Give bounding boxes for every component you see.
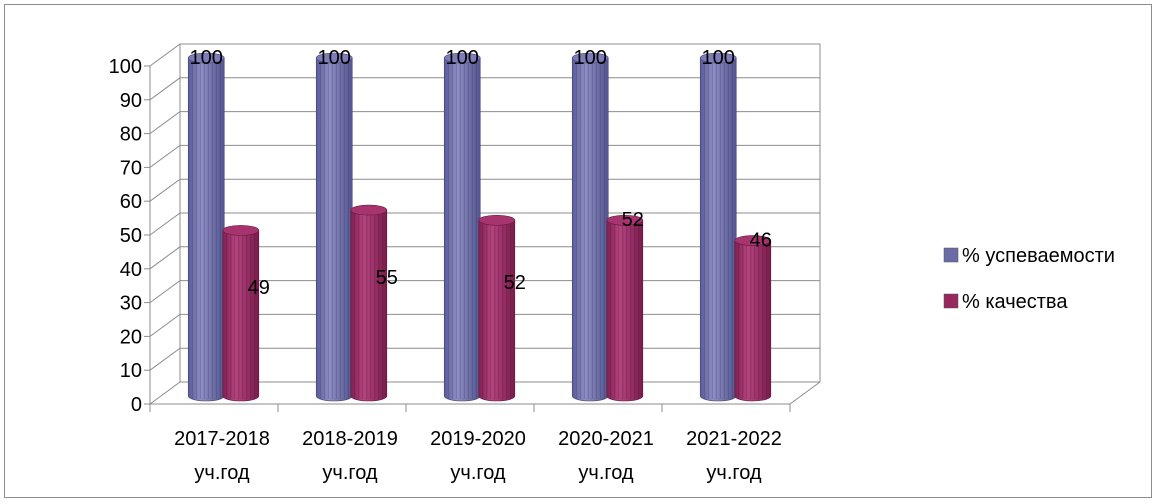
x-tick-label: 2018-2019 [302,428,398,450]
floor-edge [789,381,821,405]
data-label: 100 [446,47,479,69]
bar [478,214,516,402]
bar-top [699,52,737,64]
legend-label: % качества [962,291,1068,313]
bar-top [187,52,225,64]
x-tick-label: уч.год [194,462,250,484]
bar-body [443,57,481,402]
bar-body [699,57,737,402]
x-tick-label: 2020-2021 [558,428,654,450]
bar-top [222,225,260,236]
y-tick-label: 100 [109,56,142,78]
bar-body [315,57,353,402]
tick-labels: 0 10 20 30 40 50 60 70 80 90 100 2017-2018 уч.год 201… [109,56,782,484]
bar [734,235,772,402]
bar-top [478,214,516,226]
data-label: 52 [622,209,644,231]
legend-swatch [943,293,959,309]
y-tick-label: 90 [120,90,142,112]
bar-body [571,57,609,402]
bar [699,52,737,402]
axes [144,65,821,412]
y-tick-label: 10 [120,360,142,382]
data-labels: 100 100 100 100 100 49 55 52 52 46 [190,47,772,299]
x-tick-label: 2019-2020 [430,428,526,450]
bar [606,214,644,402]
bar-body [734,240,772,402]
legend-label: % успеваемости [962,245,1115,267]
data-label: 52 [504,272,526,294]
bar-body [606,219,644,402]
bars [187,52,772,402]
data-label: 55 [376,267,398,289]
y-tick-label: 20 [120,326,142,348]
x-tick-label: уч.год [578,462,634,484]
bar [571,52,609,402]
legend-swatch [943,247,959,263]
x-tick-label: 2021-2022 [686,428,782,450]
y-tick-label: 30 [120,293,142,315]
x-tick-label: уч.год [706,462,762,484]
bar [443,52,481,402]
x-tick-label: уч.год [450,462,506,484]
y-tick-label: 40 [120,259,142,281]
bar [350,204,388,402]
legend: % успеваемости % качества [943,245,1115,313]
y-tick-label: 60 [120,191,142,213]
data-label: 100 [190,47,223,69]
bar-body [350,209,388,402]
x-tick-label: уч.год [322,462,378,484]
bar [315,52,353,402]
bar-top [606,214,644,226]
bar-body [187,57,225,402]
data-label: 100 [702,47,735,69]
y-tick-label: 80 [120,124,142,146]
y-tick-label: 0 [131,394,142,416]
x-tick-label: 2017-2018 [174,428,270,450]
y-tick-label: 50 [120,225,142,247]
y-tick-label: 70 [120,157,142,179]
bar-top [443,52,481,64]
data-label: 46 [750,230,772,252]
bar-top [350,204,388,216]
bar [222,225,260,402]
bar-top [571,52,609,64]
data-label: 100 [574,47,607,69]
data-label: 100 [318,47,351,69]
bar-top [734,235,772,246]
bar [187,52,225,402]
data-label: 49 [248,277,270,299]
bar-body [478,219,516,402]
bar-body [222,230,260,402]
bar-top [315,52,353,64]
